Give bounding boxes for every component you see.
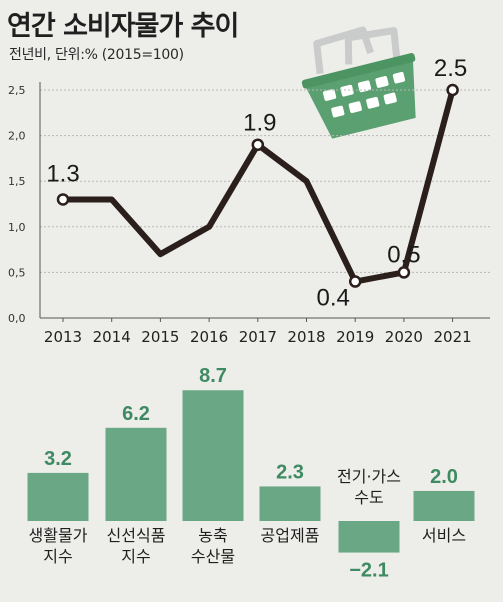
bar-category-label: 지수 (121, 547, 150, 566)
bar-value-label: 2.3 (276, 461, 304, 483)
y-tick-label: 2,5 (8, 84, 26, 97)
bar-value-label: 6.2 (122, 403, 150, 425)
x-tick-label: 2013 (44, 328, 82, 346)
bar-category-label: 수도 (354, 488, 383, 507)
y-tick-label: 0,5 (8, 266, 26, 279)
y-tick-label: 1,5 (8, 175, 26, 188)
x-tick-label: 2020 (385, 328, 423, 346)
x-tick-label: 2014 (93, 328, 131, 346)
bar-category-label: 서비스 (422, 526, 466, 545)
chart-subtitle: 전년비, 단위:% (2015=100) (9, 47, 184, 63)
bar (105, 427, 167, 521)
data-point (251, 138, 265, 151)
bar-category-label: 지수 (43, 547, 72, 566)
y-tick-label: 2,0 (8, 130, 26, 143)
bar-category-label: 신선식품 (107, 526, 166, 545)
y-tick-label: 0,0 (8, 312, 26, 325)
x-tick-label: 2019 (336, 328, 374, 346)
bar-value-label: 3.2 (44, 448, 72, 470)
bar (259, 486, 321, 521)
data-point (397, 266, 411, 279)
chart-title: 연간 소비자물가 추이 (7, 11, 239, 42)
data-label: 1.3 (46, 160, 79, 187)
bar (27, 472, 89, 521)
line-chart: 0,0 0,5 1,0 1,5 2,0 2,5 2013 2014 2015 2016 2017 20… (8, 55, 490, 346)
x-tick-label: 2018 (287, 328, 325, 346)
bar-value-label: 8.7 (199, 365, 227, 387)
bar-value-label: 2.0 (430, 466, 458, 488)
data-label: 0.4 (317, 285, 350, 312)
data-point (446, 83, 459, 97)
data-point (56, 193, 70, 206)
data-label: 2.5 (434, 55, 467, 82)
x-tick-label: 2021 (434, 328, 472, 346)
bar-category-label: 공업제품 (261, 526, 320, 545)
bar-value-label: −2.1 (349, 560, 388, 582)
bar-category-label: 생활물가 (29, 526, 88, 545)
data-label: 0.5 (387, 241, 420, 268)
y-tick-label: 1,0 (8, 221, 26, 234)
bar (413, 490, 475, 521)
bar-category-label: 농축 (198, 526, 227, 545)
x-tick-label: 2015 (141, 328, 179, 346)
bar-category-label: 전기·가스 (337, 467, 401, 486)
x-tick-label: 2016 (190, 328, 228, 346)
bar (182, 390, 244, 521)
x-tick-label: 2017 (239, 328, 277, 346)
bar (338, 521, 400, 553)
bar-category-label: 수산물 (191, 547, 235, 566)
data-label: 1.9 (243, 110, 276, 137)
data-point (348, 275, 362, 288)
